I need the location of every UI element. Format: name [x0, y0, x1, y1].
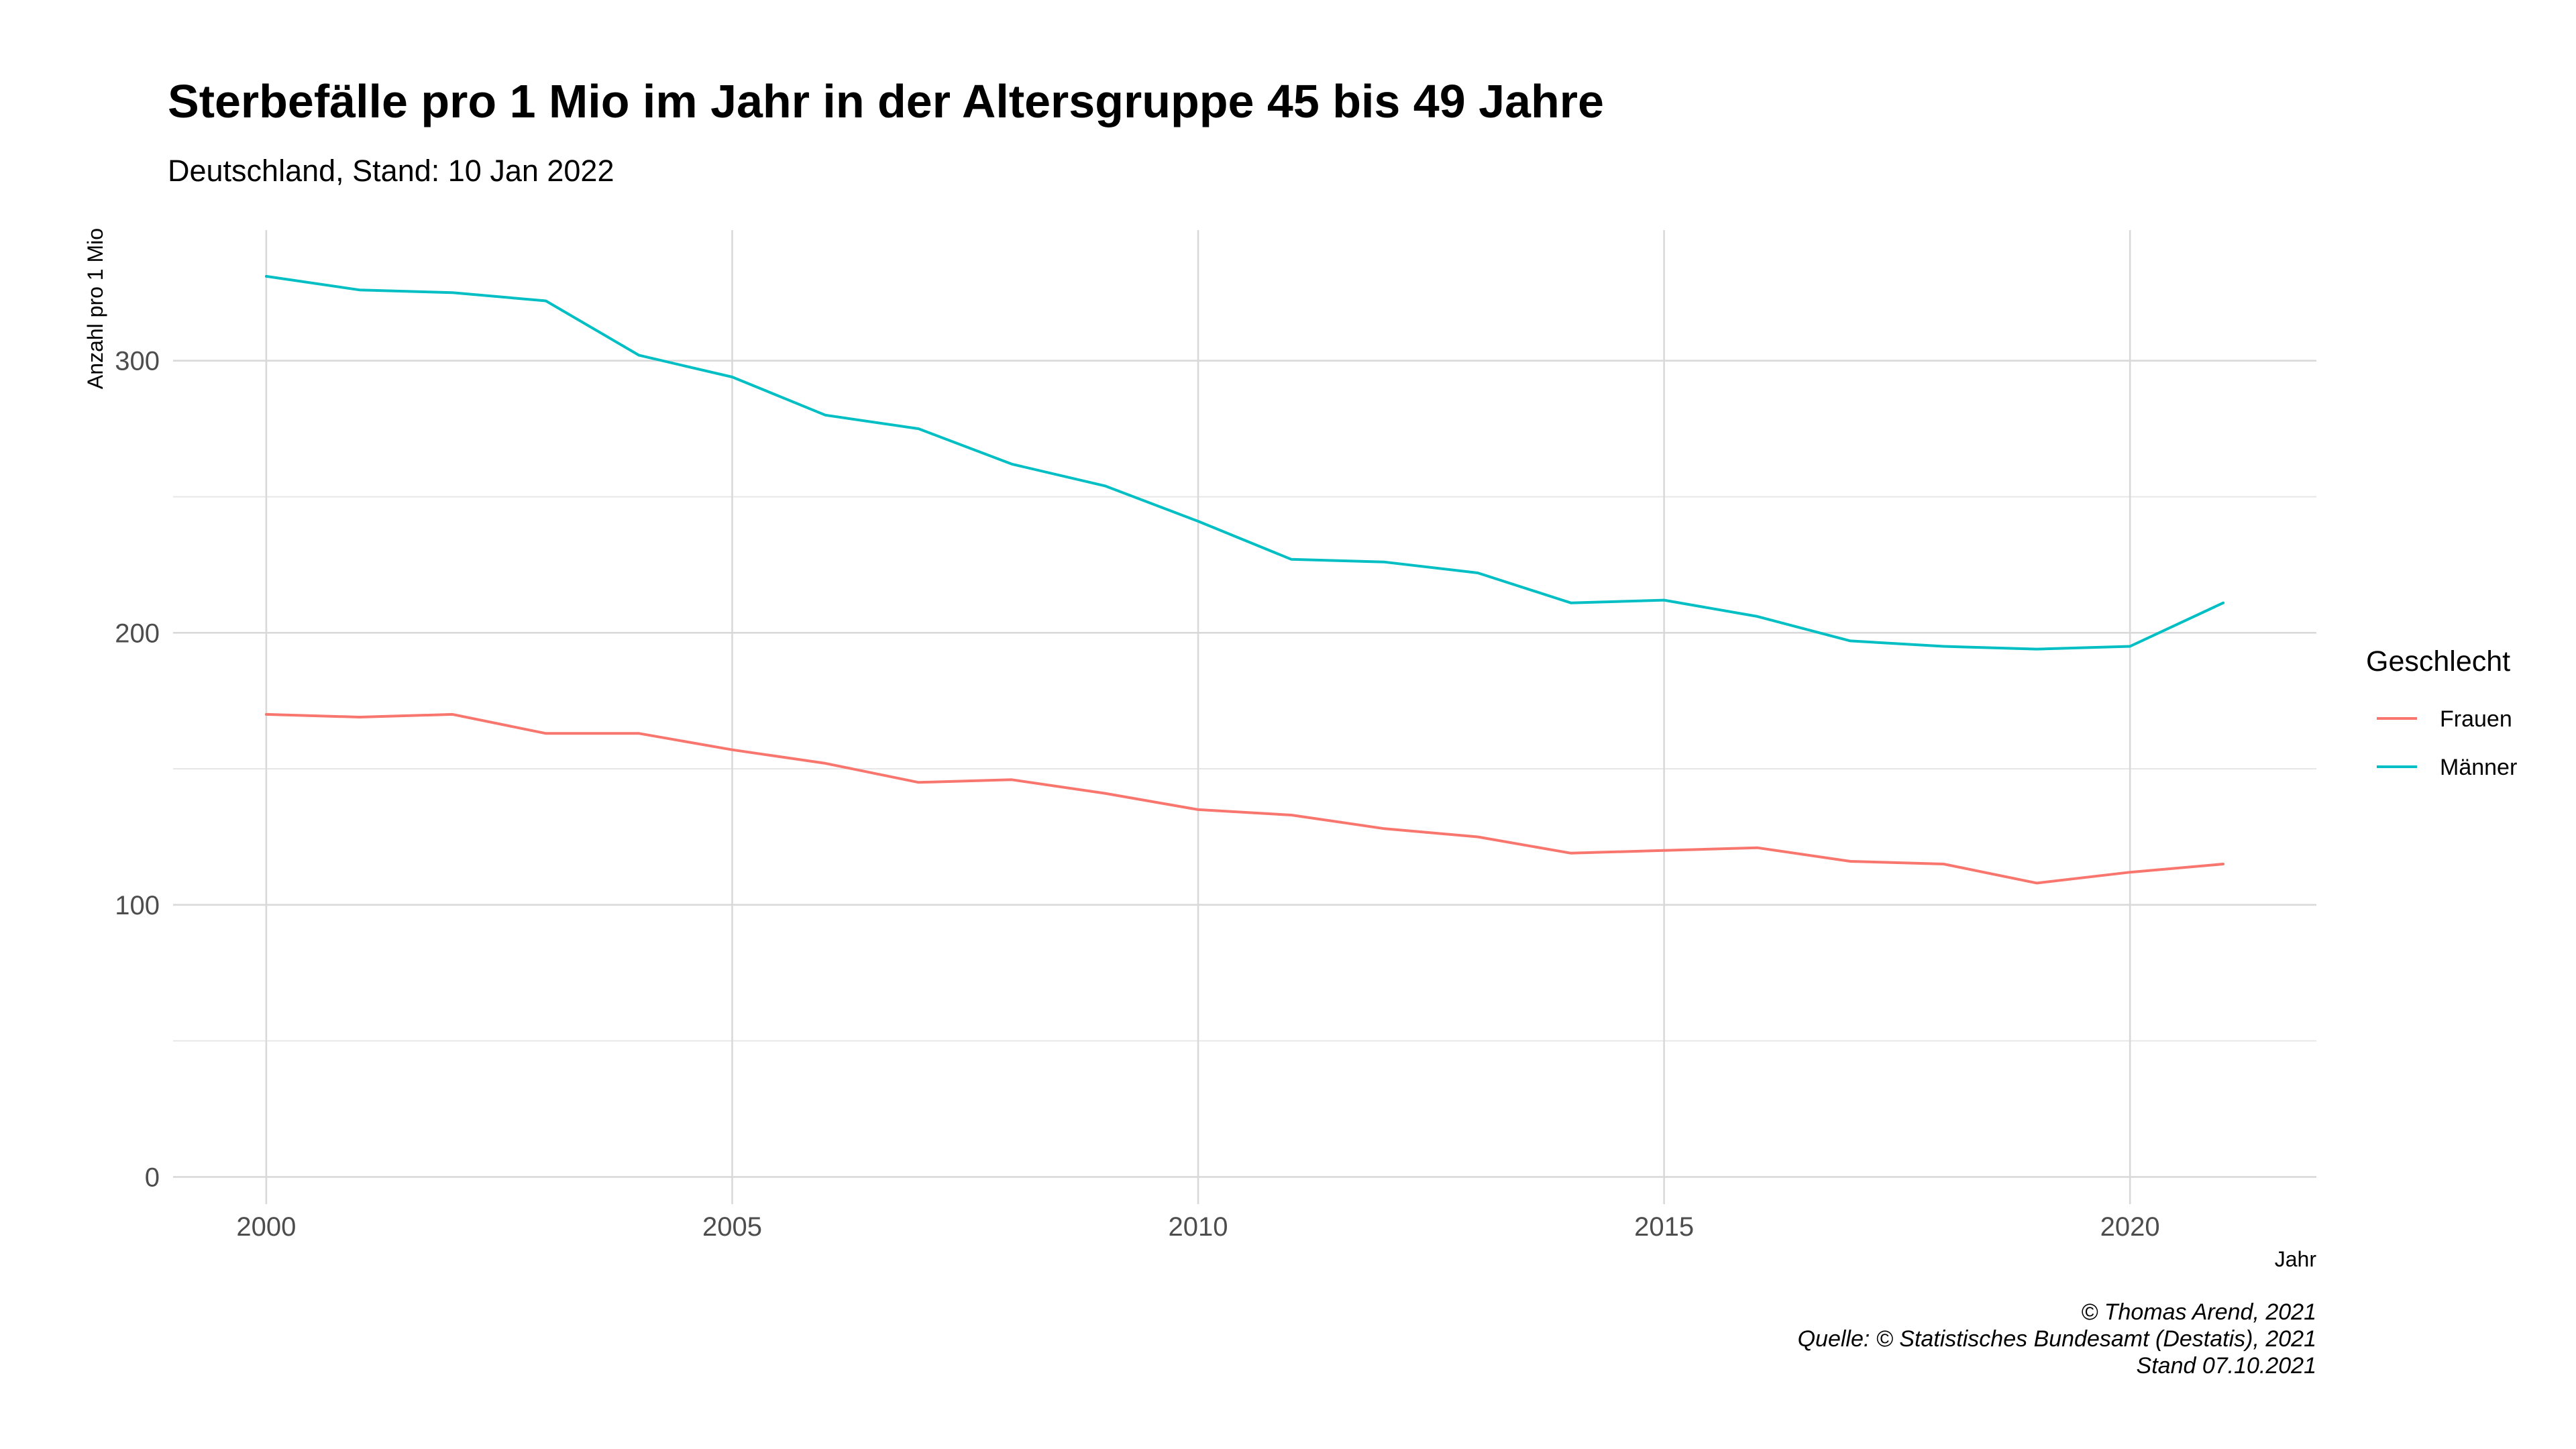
y-tick-label: 0 — [145, 1163, 160, 1192]
grid — [173, 230, 2316, 1204]
y-tick-label: 100 — [115, 891, 160, 920]
caption-line: © Thomas Arend, 2021 — [2081, 1299, 2316, 1325]
legend: Geschlecht Frauen Männer — [2366, 645, 2517, 780]
series-line-frauen — [264, 712, 2225, 885]
x-axis-title: Jahr — [2275, 1247, 2317, 1271]
y-tick-label: 300 — [115, 347, 160, 376]
x-axis-ticks: 2000 2005 2010 2015 2020 — [236, 1212, 2159, 1242]
x-tick-label: 2010 — [1169, 1212, 1228, 1242]
series-line-männer — [264, 274, 2225, 651]
x-tick-label: 2000 — [236, 1212, 296, 1242]
x-tick-label: 2005 — [702, 1212, 762, 1242]
caption: © Thomas Arend, 2021 Quelle: © Statistis… — [1798, 1299, 2316, 1379]
legend-label: Männer — [2440, 755, 2517, 780]
caption-line: Quelle: © Statistisches Bundesamt (Desta… — [1798, 1326, 2316, 1352]
x-tick-label: 2020 — [2100, 1212, 2160, 1242]
y-axis-title: Anzahl pro 1 Mio — [83, 228, 107, 389]
y-tick-label: 200 — [115, 619, 160, 648]
legend-label: Frauen — [2440, 706, 2512, 732]
chart-subtitle: Deutschland, Stand: 10 Jan 2022 — [168, 154, 614, 188]
y-axis-ticks: 0 100 200 300 — [115, 347, 160, 1193]
chart-title: Sterbefälle pro 1 Mio im Jahr in der Alt… — [168, 75, 1604, 127]
legend-title: Geschlecht — [2366, 645, 2510, 678]
caption-line: Stand 07.10.2021 — [2137, 1353, 2316, 1379]
series-lines — [264, 274, 2225, 885]
x-tick-label: 2015 — [1634, 1212, 1694, 1242]
